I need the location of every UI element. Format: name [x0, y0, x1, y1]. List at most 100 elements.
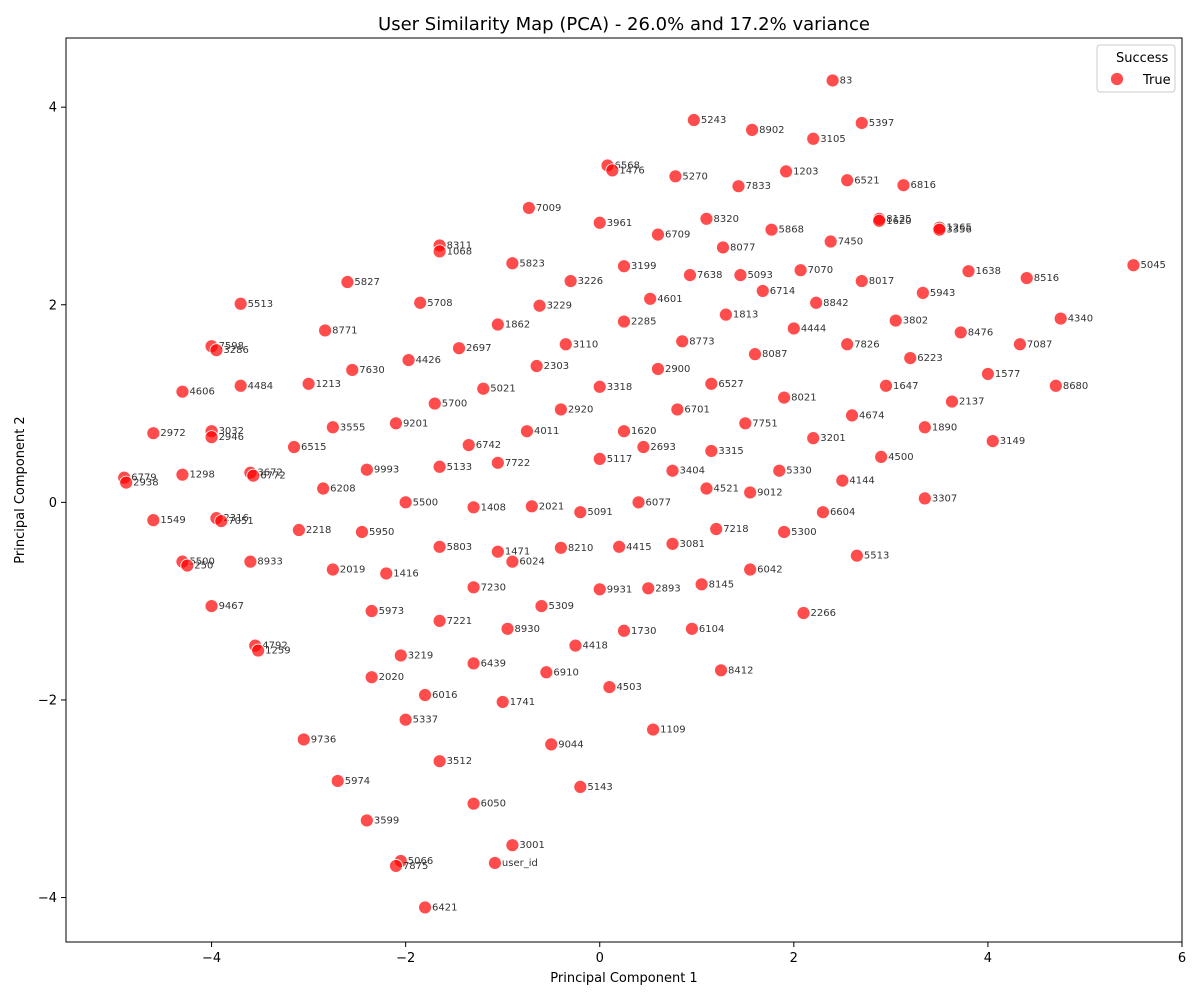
data-point — [292, 523, 306, 537]
data-point — [665, 463, 680, 478]
data-point — [617, 623, 631, 638]
data-point — [631, 495, 646, 510]
data-point-label: 9012 — [757, 487, 782, 498]
data-point — [816, 505, 830, 520]
data-point-label: 6439 — [481, 658, 506, 669]
data-point-label: 5243 — [701, 115, 726, 126]
data-point — [806, 131, 821, 146]
data-point-label: 6779 — [131, 473, 156, 484]
data-point — [745, 122, 759, 137]
data-point — [233, 296, 248, 311]
data-point — [524, 499, 539, 514]
x-axis-label: Principal Component 1 — [550, 971, 697, 986]
data-point-label: 2218 — [306, 525, 331, 536]
data-point — [466, 580, 481, 595]
data-point — [953, 325, 968, 340]
data-point-label: 7450 — [838, 237, 863, 248]
data-point-label: 7009 — [536, 203, 561, 214]
data-point — [764, 222, 779, 237]
data-point — [418, 900, 432, 915]
data-point — [888, 313, 903, 328]
data-point — [461, 438, 476, 452]
data-point — [806, 431, 821, 446]
data-point-label: 5133 — [447, 462, 472, 473]
data-point-label: 4484 — [248, 381, 273, 392]
data-point — [840, 337, 855, 352]
data-point-label: 6701 — [684, 404, 709, 415]
data-point-label: 6208 — [330, 484, 355, 495]
data-point — [874, 450, 889, 464]
data-point — [793, 263, 808, 278]
data-point-label: 1259 — [265, 646, 290, 657]
data-point — [699, 481, 714, 496]
data-point-label: 1265 — [946, 223, 971, 234]
data-point-label: 2893 — [655, 583, 680, 594]
data-point — [592, 379, 607, 394]
data-point-label: 5513 — [864, 551, 889, 562]
data-point — [330, 774, 345, 788]
y-tick-label: 0 — [49, 496, 57, 511]
data-point-label: 3149 — [1000, 436, 1025, 447]
data-point-label: 6024 — [519, 557, 544, 568]
data-point-label: 1213 — [316, 379, 341, 390]
data-point — [233, 378, 248, 393]
data-point — [500, 621, 515, 636]
data-point-label: 8476 — [968, 327, 993, 338]
data-point-label: 3226 — [578, 276, 603, 287]
data-point-label: 1741 — [510, 697, 535, 708]
data-point-label: 4601 — [657, 294, 682, 305]
data-point — [243, 554, 258, 569]
data-point-label: 6521 — [854, 175, 879, 186]
data-point — [325, 420, 340, 435]
data-point-label: 2303 — [544, 361, 569, 372]
data-point-label: 1549 — [160, 515, 185, 526]
data-point — [432, 459, 447, 474]
data-point — [246, 468, 261, 483]
data-point — [903, 351, 918, 366]
data-point — [772, 463, 787, 478]
data-point — [573, 779, 588, 794]
x-tick-label: 2 — [790, 951, 798, 966]
x-tick-label: −4 — [202, 951, 221, 966]
data-point — [401, 353, 416, 367]
x-tick-label: 6 — [1178, 951, 1186, 966]
data-point — [704, 444, 719, 458]
data-point — [636, 440, 651, 454]
data-point — [301, 376, 316, 391]
data-point — [563, 274, 578, 288]
data-point-label: 5513 — [248, 299, 273, 310]
data-point — [743, 562, 758, 577]
data-point-label: 9201 — [403, 418, 428, 429]
data-point-label: 2697 — [466, 343, 491, 354]
data-point-label: 5091 — [587, 507, 612, 518]
data-point — [945, 394, 959, 409]
data-point — [917, 420, 932, 435]
data-point — [432, 539, 447, 554]
data-point — [1013, 337, 1027, 352]
data-point-label: 6050 — [481, 799, 506, 810]
data-point — [393, 648, 408, 663]
data-point — [714, 663, 728, 678]
data-point-label: 3110 — [573, 339, 598, 350]
data-point — [296, 732, 311, 747]
data-point — [488, 856, 502, 870]
data-point-label: 8933 — [257, 557, 282, 568]
data-point-label: 3105 — [820, 134, 845, 145]
data-point-label: 6104 — [699, 624, 724, 635]
data-point — [432, 244, 447, 259]
data-point — [777, 390, 792, 405]
y-tick-label: 4 — [49, 101, 57, 116]
data-point-label: 2137 — [959, 397, 984, 408]
data-point-label: 6742 — [476, 440, 501, 451]
data-point-label: 5270 — [682, 171, 707, 182]
data-point-label: 2946 — [219, 432, 244, 443]
legend-marker-true — [1110, 72, 1124, 86]
data-point-label: 5500 — [189, 557, 214, 568]
data-point-label: 8930 — [515, 624, 540, 635]
data-point-label: 8145 — [709, 579, 734, 590]
data-point — [592, 451, 607, 466]
data-point — [466, 656, 481, 671]
data-point — [845, 408, 859, 423]
data-point-label: 4340 — [1068, 314, 1093, 325]
data-point — [146, 426, 161, 441]
